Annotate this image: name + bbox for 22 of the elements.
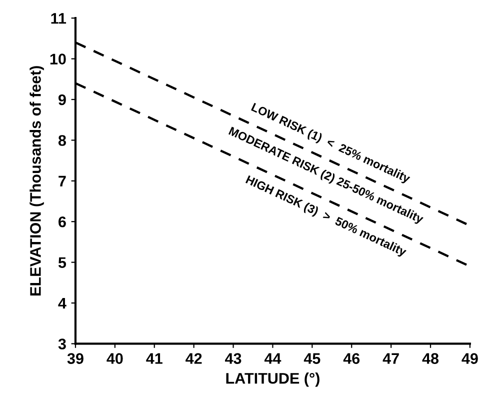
y-tick-label: 3	[58, 338, 66, 350]
x-tick-label: 39	[67, 353, 84, 364]
x-tick-label: 47	[382, 353, 399, 364]
y-axis-title: ELEVATION (Thousands of feet)	[30, 66, 44, 296]
y-tick-label: 6	[58, 216, 66, 228]
y-tick-label: 8	[58, 135, 66, 146]
y-tick-label: 10	[50, 54, 66, 64]
y-tick-label: 7	[58, 176, 66, 186]
x-tick-label: 40	[106, 353, 123, 364]
y-tick-label: 5	[58, 257, 66, 268]
x-tick-label: 41	[146, 353, 162, 364]
y-tick-label: 4	[58, 298, 66, 309]
x-tick-label: 43	[225, 353, 242, 364]
x-tick-label: 49	[462, 353, 478, 364]
y-tick-label: 9	[58, 94, 66, 106]
y-tick-label: 11	[51, 13, 66, 24]
x-tick-label: 46	[343, 353, 360, 364]
x-tick-label: 44	[264, 353, 282, 364]
x-axis-title: LATITUDE (°)	[226, 372, 320, 387]
x-tick-label: 45	[304, 353, 320, 364]
x-tick-label: 48	[422, 353, 439, 364]
x-tick-label: 42	[186, 353, 202, 364]
